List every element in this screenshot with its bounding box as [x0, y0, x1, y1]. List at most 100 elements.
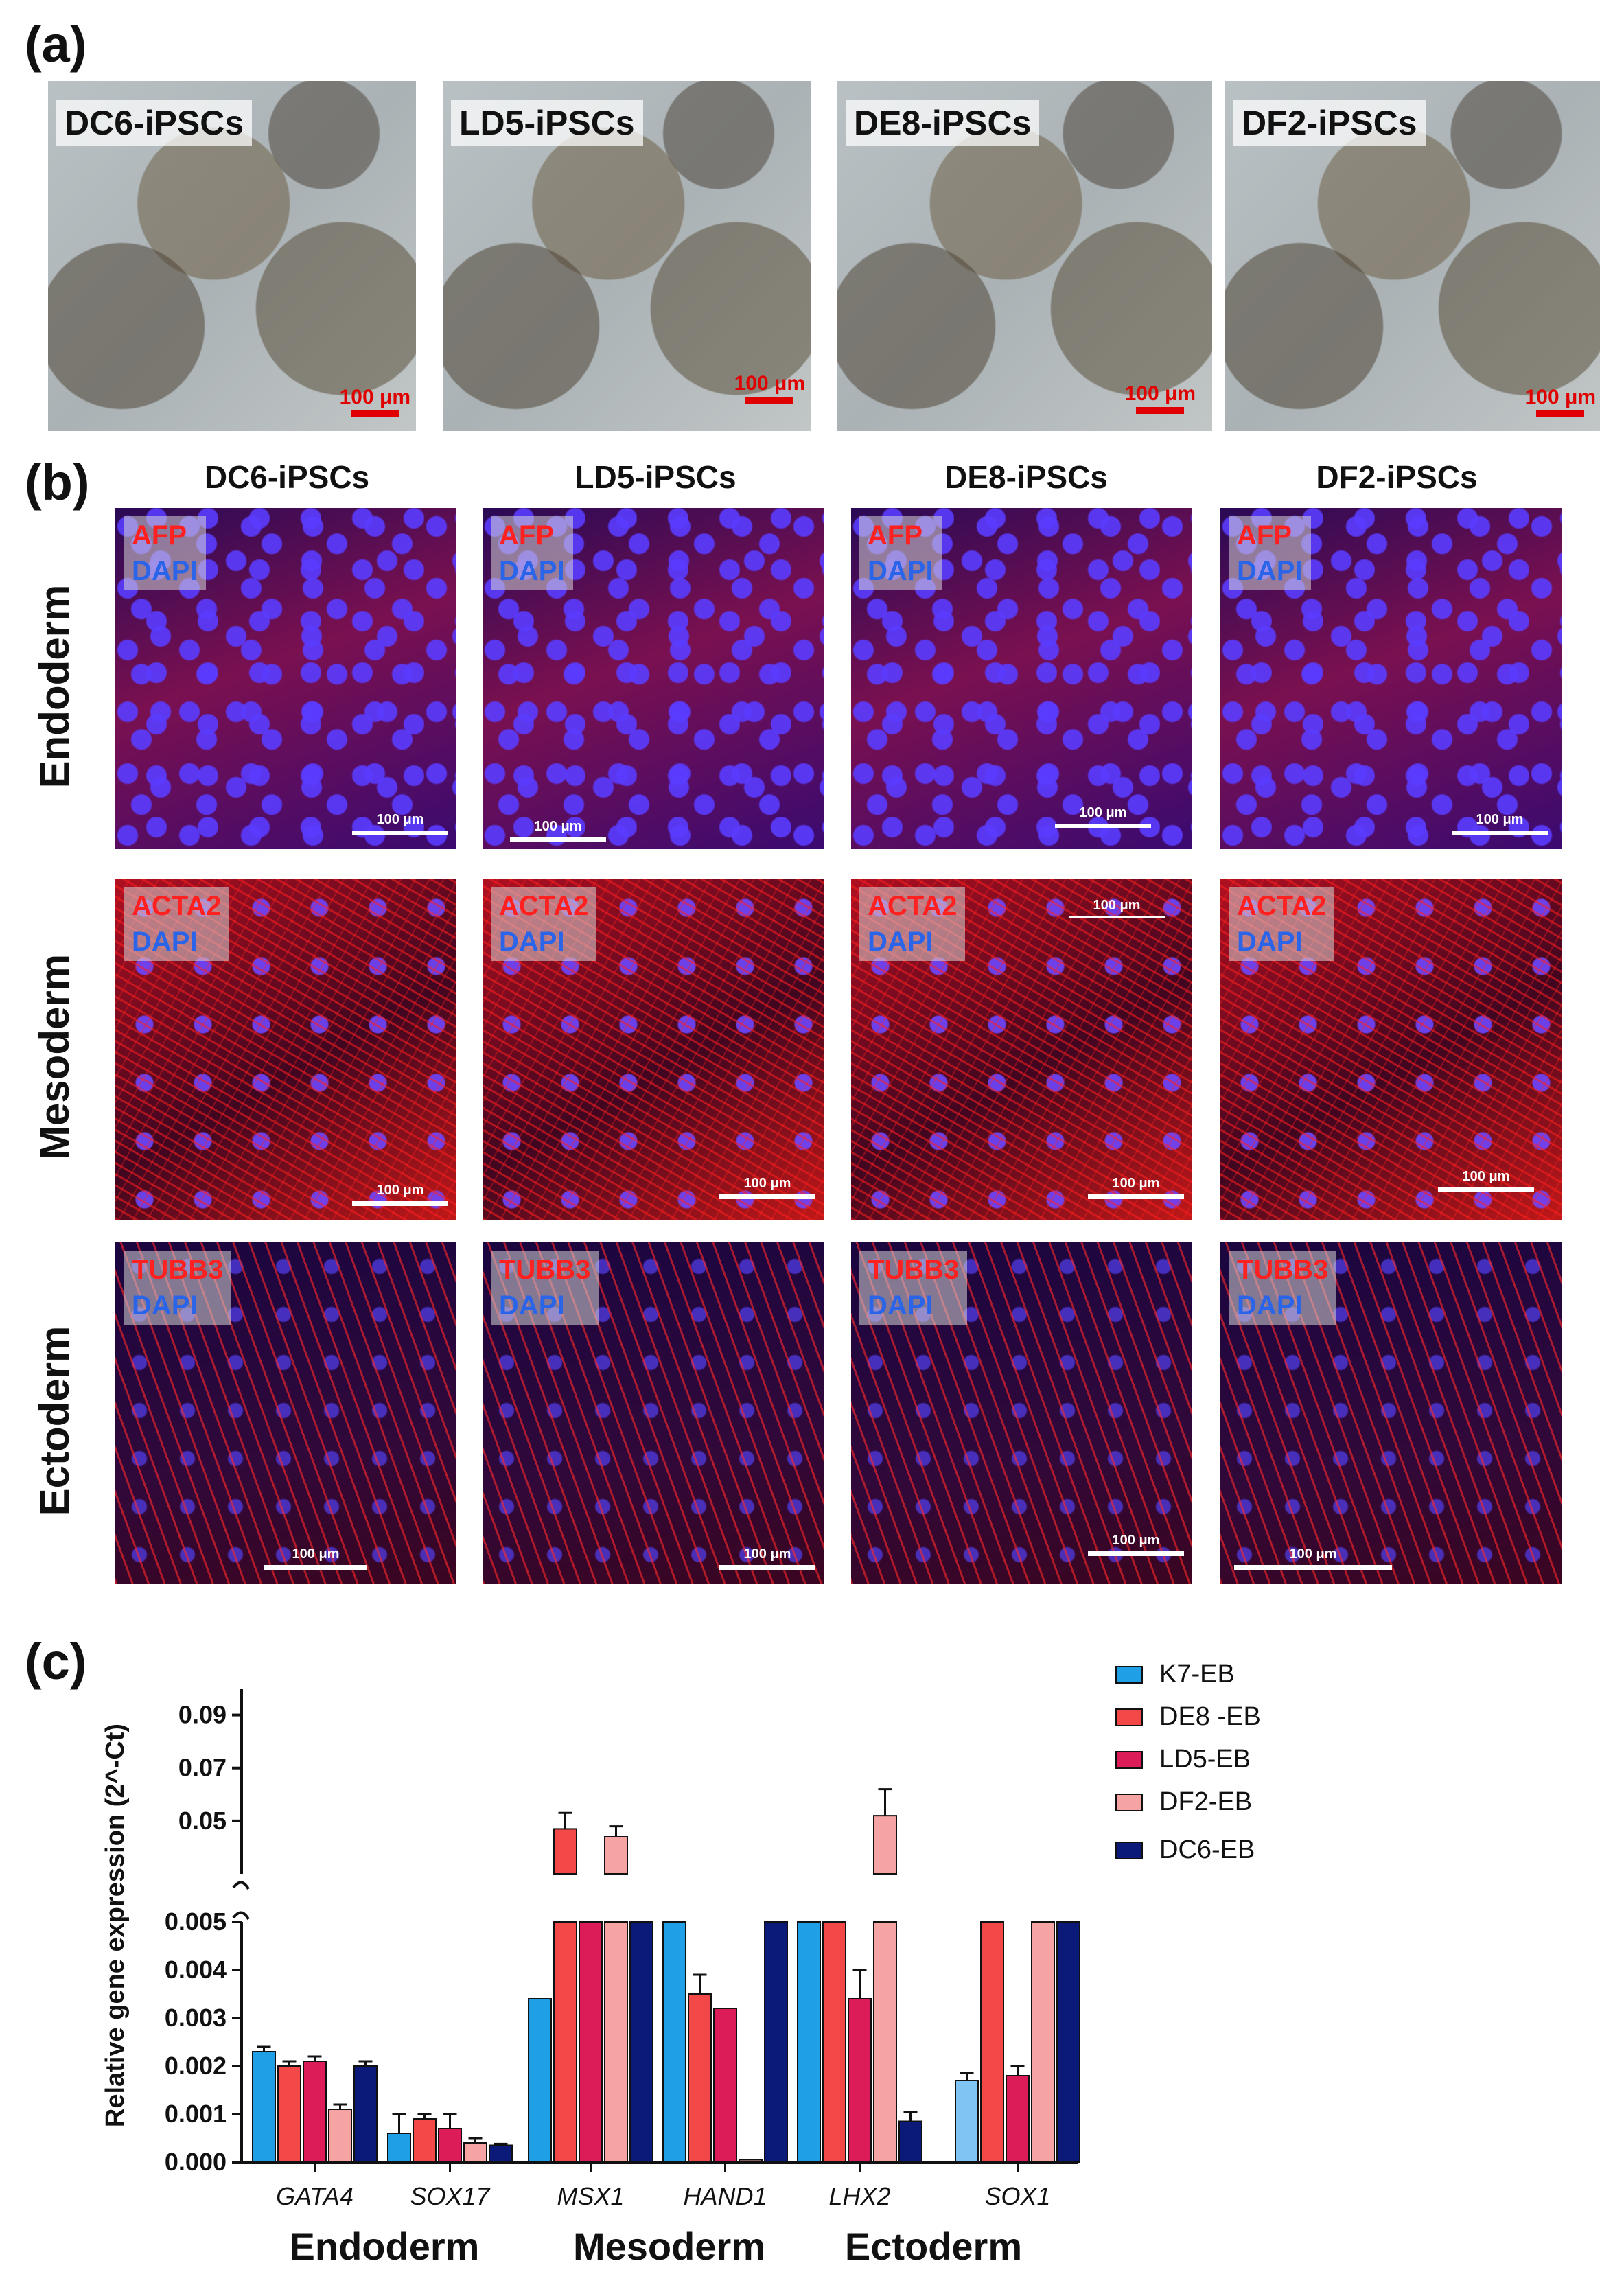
bar — [353, 2065, 378, 2163]
fluorescence-image: TUBB3 DAPI 100 μm — [483, 1242, 824, 1584]
legend-label: DE8 -EB — [1159, 1702, 1261, 1731]
brightfield-image-ld5: LD5-iPSCs 100 μm — [443, 81, 811, 431]
legend-item: DE8 -EB — [1115, 1702, 1261, 1732]
scale-bar: 100 μm — [1525, 386, 1596, 417]
bar — [873, 1921, 897, 2163]
stain-label: TUBB3 DAPI — [859, 1251, 968, 1325]
bar-upper — [873, 1815, 897, 1875]
stain-label: TUBB3 DAPI — [491, 1251, 599, 1325]
fluorescence-image: TUBB3 DAPI 100 μm — [1220, 1242, 1562, 1584]
scale-bar: 100 μm — [719, 1176, 815, 1199]
bar — [328, 2109, 352, 2163]
fluorescence-image: ACTA2 DAPI 100 μm — [115, 879, 456, 1220]
y-tick-label: 0.001 — [165, 2100, 227, 2128]
stain-label: ACTA2 DAPI — [859, 887, 966, 961]
legend-item: LD5-EB — [1115, 1745, 1251, 1774]
bar — [898, 2120, 922, 2163]
scale-bar: 100 μm — [264, 1546, 367, 1570]
scale-bar: 100 μm — [510, 819, 606, 842]
legend-item: K7-EB — [1115, 1660, 1235, 1689]
bar — [528, 1998, 552, 2163]
y-tick-label: 0.002 — [165, 2052, 227, 2080]
brightfield-image-dc6: DC6-iPSCs 100 μm — [48, 81, 416, 431]
fluorescence-image: AFP DAPI 100 μm — [115, 508, 456, 849]
fluorescence-image: ACTA2 DAPI 100 μm — [1220, 879, 1562, 1220]
y-tick-label: 0.09 — [178, 1701, 227, 1729]
stain-label: AFP DAPI — [859, 516, 942, 590]
y-tick-label: 0.05 — [178, 1807, 227, 1835]
x-tick-label: LHX2 — [828, 2182, 890, 2210]
legend-item: DC6-EB — [1115, 1835, 1255, 1865]
bar — [553, 1921, 577, 2163]
row-header-mesoderm: Mesoderm — [32, 953, 78, 1161]
bar — [413, 2118, 437, 2163]
bar-upper — [604, 1836, 628, 1875]
fluorescence-image: AFP DAPI 100 μm — [851, 508, 1192, 849]
axis-break-mark — [232, 1911, 250, 1921]
scale-bar: 100 μm — [1234, 1546, 1392, 1570]
stain-label: AFP DAPI — [491, 516, 573, 590]
bar — [463, 2142, 487, 2163]
image-label: LD5-iPSCs — [451, 100, 643, 146]
image-label: DF2-iPSCs — [1233, 100, 1426, 146]
germ-layer-label-mesoderm: Mesoderm — [572, 2225, 766, 2268]
bar — [277, 2065, 301, 2163]
legend-swatch — [1115, 1793, 1143, 1811]
bar — [662, 1921, 686, 2163]
legend-label: K7-EB — [1159, 1660, 1235, 1689]
fluorescence-image: TUBB3 DAPI 100 μm — [115, 1242, 456, 1584]
stain-label: ACTA2 DAPI — [1229, 887, 1335, 961]
bar-upper — [553, 1828, 577, 1875]
bar — [1006, 2075, 1030, 2163]
stain-label: TUBB3 DAPI — [1229, 1251, 1337, 1325]
x-tick-label: HAND1 — [683, 2182, 767, 2210]
legend-swatch — [1115, 1841, 1143, 1859]
column-header: DC6-iPSCs — [204, 459, 370, 495]
bar — [1031, 1921, 1055, 2163]
bar — [764, 1921, 788, 2163]
scale-bar: 100 μm — [1125, 382, 1196, 414]
germ-layer-label-endoderm: Endoderm — [289, 2225, 480, 2268]
fluorescence-image: AFP DAPI 100 μm — [1220, 508, 1562, 849]
stain-label: AFP DAPI — [124, 516, 206, 590]
legend-label: DC6-EB — [1159, 1835, 1255, 1864]
stain-label: AFP DAPI — [1229, 516, 1311, 590]
brightfield-image-de8: DE8-iPSCs 100 μm — [837, 81, 1212, 431]
image-label: DE8-iPSCs — [846, 100, 1040, 146]
fluorescence-image: AFP DAPI 100 μm — [483, 508, 824, 849]
bar — [387, 2133, 411, 2163]
panel-c-letter: (c) — [25, 1633, 87, 1690]
bar — [604, 1921, 628, 2163]
bar — [303, 2061, 327, 2163]
legend-swatch — [1115, 1665, 1143, 1684]
y-tick-label: 0.004 — [165, 1956, 227, 1984]
stain-label: ACTA2 DAPI — [124, 887, 230, 961]
bar — [822, 1921, 846, 2163]
legend-swatch — [1115, 1708, 1143, 1726]
fluorescence-image: TUBB3 DAPI 100 μm — [851, 1242, 1192, 1584]
x-tick-label: SOX17 — [410, 2182, 491, 2210]
x-tick-label: MSX1 — [557, 2182, 624, 2210]
bar — [489, 2144, 513, 2163]
bar — [955, 2080, 979, 2163]
bar — [1056, 1921, 1080, 2163]
bar — [688, 1993, 712, 2163]
stain-label: TUBB3 DAPI — [124, 1251, 232, 1325]
y-tick-label: 0.07 — [178, 1754, 227, 1782]
bar — [438, 2128, 462, 2163]
scale-bar: 100 μm — [352, 812, 448, 835]
y-tick-label: 0.000 — [165, 2148, 227, 2176]
bar — [252, 2051, 276, 2163]
legend: K7-EB DE8 -EB LD5-EB DF2-EB DC6-EB — [1115, 1660, 1500, 1886]
bar — [739, 2159, 763, 2163]
image-label: DC6-iPSCs — [56, 100, 253, 146]
scale-bar: 100 μm — [734, 372, 805, 404]
row-header-ectoderm: Ectoderm — [32, 1325, 78, 1516]
y-tick-label: 0.005 — [165, 1907, 227, 1936]
axis-break-gap — [228, 1877, 1079, 1919]
bar — [579, 1921, 603, 2163]
legend-label: LD5-EB — [1159, 1745, 1251, 1774]
bar-chart: 0.000 0.001 0.002 0.003 0.004 0.005 0.05 0.07 0.… — [101, 1689, 1080, 2210]
scale-bar: 100 μm — [1069, 898, 1165, 918]
fluorescence-image: ACTA2 DAPI 100 μm — [483, 879, 824, 1220]
